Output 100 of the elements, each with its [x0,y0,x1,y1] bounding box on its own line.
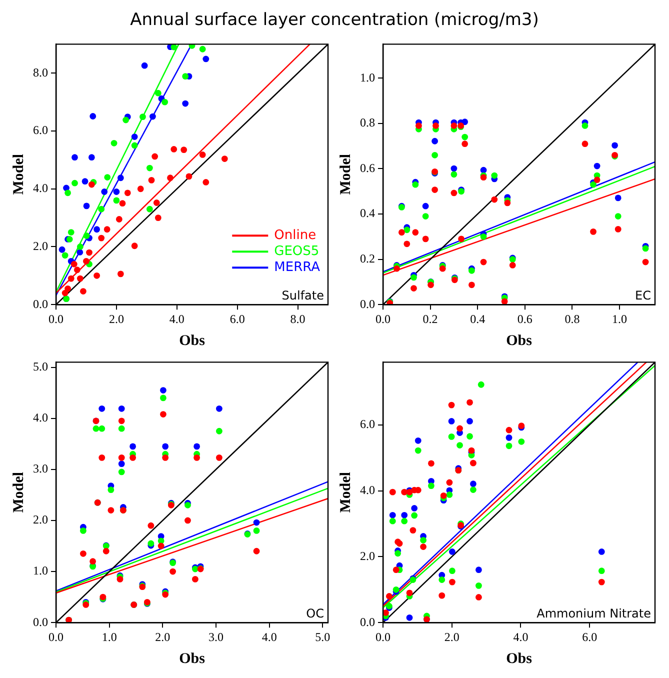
point [398,229,405,236]
point [406,614,413,621]
point [130,443,136,450]
point [202,56,210,62]
point [420,536,426,544]
point [432,186,438,193]
x-tick-label: 0.0 [376,630,390,644]
point [392,566,400,574]
point [598,568,605,574]
point [68,229,74,236]
point [440,492,447,499]
point [72,180,78,186]
point [80,288,86,294]
point [389,488,396,496]
point [108,486,114,494]
point [491,196,498,203]
point [98,425,106,432]
y-tick-label: 4.0 [33,410,48,425]
point [113,188,120,195]
y-tick-label: 6.0 [33,123,48,138]
point [501,298,508,305]
x-tick-label: 0.6 [517,312,532,326]
point [113,197,120,204]
point [412,181,419,188]
point [476,566,482,574]
x-axis-title: Obs [179,332,206,349]
point [82,178,88,185]
point [216,428,222,434]
point [401,512,408,518]
point [466,418,473,424]
point [117,270,124,278]
point [162,98,168,106]
point [108,507,114,514]
point [88,181,95,188]
point [410,527,416,534]
x-tick-label: 4.0 [513,630,528,644]
point [76,275,84,282]
point [131,242,138,250]
point [118,405,125,412]
point [94,272,100,279]
point [449,568,456,574]
point [76,249,84,256]
point [194,443,200,450]
point [104,174,111,180]
point [386,593,392,600]
point [428,282,434,288]
point [170,44,178,50]
point [448,418,455,424]
point [150,113,156,120]
point [146,206,153,212]
point [104,226,110,233]
point [476,594,482,600]
y-tick-label: 0.0 [33,296,48,311]
point [458,236,464,242]
y-tick-label: 3.0 [33,462,48,476]
x-axis-title: Obs [506,650,532,667]
point [88,154,95,161]
point [146,164,153,172]
point [614,194,622,202]
point [438,592,446,599]
point [124,190,131,196]
point [94,226,100,233]
x-axis-title: Obs [506,332,532,349]
y-tick-label: 2.0 [33,238,48,253]
point [202,179,210,186]
y-tick-label: 4.0 [33,181,48,196]
point [74,266,80,274]
point [118,460,125,468]
x-tick-label: 0.0 [48,312,64,326]
point [410,274,417,281]
y-tick-label: 0.2 [360,251,375,266]
point [180,146,188,154]
x-tick-label: 5.0 [315,630,330,644]
point [412,229,419,236]
point [394,265,400,272]
point [119,200,126,207]
point [186,173,192,180]
point [389,518,396,524]
point [422,236,429,242]
point [438,576,446,583]
x-tick-label: 8.0 [290,312,306,326]
point [90,113,96,120]
point [253,548,260,554]
point [404,240,410,248]
point [92,425,100,432]
point [80,527,86,534]
point [98,234,105,242]
point [594,162,600,170]
point [64,190,71,196]
point [450,165,458,172]
point [446,479,453,486]
point [63,184,70,192]
point [101,188,108,195]
point [456,442,463,448]
point [116,576,124,582]
point [160,394,166,402]
point [131,142,138,149]
y-tick-label: 0.0 [360,614,375,629]
point [122,116,130,124]
point [80,550,86,557]
